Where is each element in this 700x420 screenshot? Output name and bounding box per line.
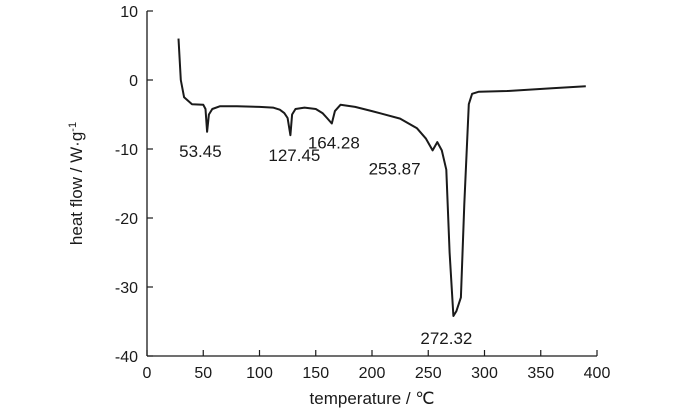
y-tick-label: 10 <box>120 4 138 21</box>
peak-label: 127.45 <box>268 146 320 165</box>
x-tick-label: 150 <box>302 365 329 382</box>
y-tick-label: 0 <box>129 73 138 90</box>
x-tick-label: 300 <box>471 365 498 382</box>
y-tick-label: -20 <box>115 211 138 228</box>
x-tick-label: 0 <box>143 365 152 382</box>
axes <box>146 11 597 357</box>
peak-label: 53.45 <box>179 142 222 161</box>
x-axis-title: temperature / ℃ <box>310 389 435 408</box>
y-tick-label: -40 <box>115 349 138 366</box>
peak-label: 253.87 <box>369 159 421 178</box>
peak-label: 164.28 <box>308 133 360 152</box>
x-tick-label: 250 <box>415 365 442 382</box>
y-axis-title-main: heat flow / W·g <box>67 132 86 245</box>
x-tick-label: 350 <box>527 365 554 382</box>
y-tick-label: -10 <box>115 142 138 159</box>
x-tick-label: 200 <box>359 365 386 382</box>
y-axis-title: heat flow / W·g-1 <box>67 122 86 245</box>
x-tick-label: 50 <box>194 365 212 382</box>
y-axis-title-superscript: -1 <box>67 122 79 132</box>
x-tick-label: 400 <box>584 365 611 382</box>
peak-label: 272.32 <box>420 329 472 348</box>
y-tick-label: -30 <box>115 280 138 297</box>
heat-flow-curve <box>177 38 586 317</box>
x-tick-label: 100 <box>246 365 273 382</box>
